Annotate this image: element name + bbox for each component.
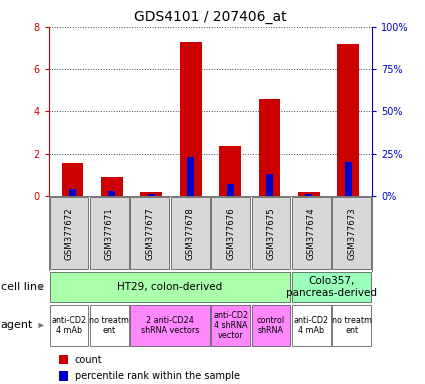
Text: GSM377672: GSM377672 bbox=[65, 207, 74, 260]
Bar bbox=[292, 197, 331, 269]
Bar bbox=[130, 197, 169, 269]
Text: anti-CD2
4 shRNA
vector: anti-CD2 4 shRNA vector bbox=[213, 311, 248, 340]
Text: GSM377677: GSM377677 bbox=[145, 207, 154, 260]
Bar bbox=[148, 194, 155, 196]
Title: GDS4101 / 207406_at: GDS4101 / 207406_at bbox=[134, 10, 287, 25]
Bar bbox=[252, 305, 290, 346]
Bar bbox=[50, 272, 290, 302]
Text: agent: agent bbox=[1, 320, 33, 331]
Bar bbox=[211, 197, 250, 269]
Bar bbox=[62, 163, 83, 196]
Bar bbox=[187, 157, 194, 196]
Bar bbox=[50, 305, 88, 346]
Text: GSM377671: GSM377671 bbox=[105, 207, 114, 260]
Bar bbox=[130, 305, 210, 346]
Text: no treatm
ent: no treatm ent bbox=[332, 316, 372, 335]
Bar bbox=[227, 184, 234, 196]
Bar bbox=[219, 146, 241, 196]
Text: HT29, colon-derived: HT29, colon-derived bbox=[117, 282, 223, 292]
Bar bbox=[59, 371, 68, 381]
Text: anti-CD2
4 mAb: anti-CD2 4 mAb bbox=[51, 316, 87, 335]
Text: percentile rank within the sample: percentile rank within the sample bbox=[75, 371, 240, 381]
Bar bbox=[298, 192, 320, 196]
Text: cell line: cell line bbox=[1, 282, 44, 292]
Bar bbox=[345, 162, 352, 196]
Bar bbox=[180, 42, 201, 196]
Bar bbox=[90, 305, 129, 346]
Bar bbox=[108, 191, 116, 196]
Text: GSM377676: GSM377676 bbox=[226, 207, 235, 260]
Bar bbox=[59, 355, 68, 364]
Text: GSM377678: GSM377678 bbox=[186, 207, 195, 260]
Text: Colo357,
pancreas-derived: Colo357, pancreas-derived bbox=[286, 276, 377, 298]
Bar bbox=[292, 272, 371, 302]
Bar bbox=[50, 197, 88, 269]
Bar bbox=[211, 305, 250, 346]
Bar bbox=[266, 174, 273, 196]
Text: control
shRNA: control shRNA bbox=[257, 316, 285, 335]
Bar bbox=[101, 177, 123, 196]
Bar bbox=[171, 197, 210, 269]
Bar bbox=[332, 197, 371, 269]
Bar bbox=[140, 192, 162, 196]
Text: 2 anti-CD24
shRNA vectors: 2 anti-CD24 shRNA vectors bbox=[141, 316, 199, 335]
Bar bbox=[90, 197, 129, 269]
Bar bbox=[292, 305, 331, 346]
Bar bbox=[69, 189, 76, 196]
Text: anti-CD2
4 mAb: anti-CD2 4 mAb bbox=[294, 316, 329, 335]
Bar bbox=[332, 305, 371, 346]
Text: count: count bbox=[75, 355, 102, 365]
Bar bbox=[305, 194, 312, 196]
Bar bbox=[259, 99, 280, 196]
Text: GSM377675: GSM377675 bbox=[266, 207, 275, 260]
Text: no treatm
ent: no treatm ent bbox=[89, 316, 130, 335]
Text: GSM377673: GSM377673 bbox=[347, 207, 356, 260]
Bar bbox=[337, 44, 359, 196]
Bar bbox=[252, 197, 290, 269]
Text: GSM377674: GSM377674 bbox=[307, 207, 316, 260]
